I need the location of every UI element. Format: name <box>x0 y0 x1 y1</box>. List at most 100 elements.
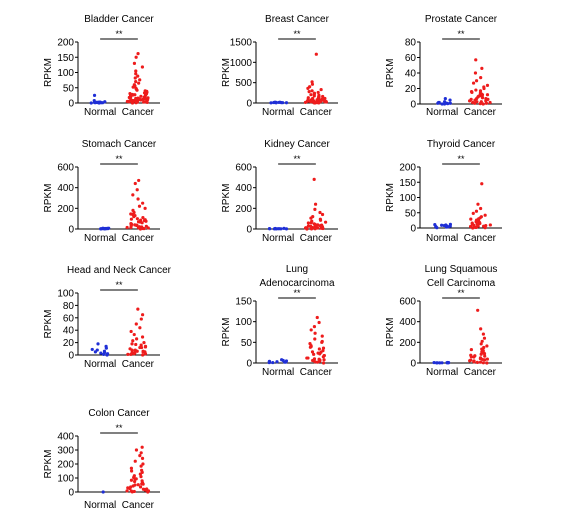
cancer-point <box>138 78 142 82</box>
y-tick-label: 200 <box>399 338 416 349</box>
x-tick-label-normal: Normal <box>262 107 294 118</box>
cancer-point <box>136 483 140 487</box>
cancer-point <box>482 86 486 91</box>
panel-title: Kidney Cancer <box>264 139 330 150</box>
cancer-point <box>479 327 483 331</box>
cancer-point <box>139 464 143 468</box>
cancer-point <box>143 352 148 356</box>
cancer-point <box>134 55 138 59</box>
cancer-point <box>312 177 316 181</box>
y-tick-label: 400 <box>399 317 416 328</box>
y-tick-label: 0 <box>68 225 74 236</box>
cancer-point <box>140 335 145 339</box>
cancer-point <box>320 334 324 338</box>
cancer-point <box>309 216 313 220</box>
normal-point <box>93 101 97 105</box>
y-axis-label: RPKM <box>43 310 54 339</box>
y-axis-label: RPKM <box>43 58 54 87</box>
y-tick-label: 50 <box>241 338 253 349</box>
cancer-point <box>322 358 326 362</box>
cancer-point <box>146 226 150 230</box>
y-tick-label: 150 <box>57 53 74 64</box>
cancer-point <box>471 81 476 85</box>
cancer-point <box>321 98 326 102</box>
panel-title: Lung Squamous <box>425 264 498 275</box>
cancer-point <box>321 361 326 365</box>
cancer-point <box>130 348 134 352</box>
cancer-point <box>131 484 135 488</box>
y-tick-label: 50 <box>63 83 75 94</box>
cancer-point <box>481 332 485 336</box>
y-tick-label: 400 <box>57 183 74 194</box>
cancer-point <box>127 95 131 100</box>
cancer-point <box>476 202 480 206</box>
y-tick-label: 100 <box>57 474 74 485</box>
cancer-point <box>133 223 137 227</box>
cancer-point <box>478 360 483 364</box>
cancer-point <box>133 459 137 463</box>
cancer-point <box>138 326 142 330</box>
panel-title: Adenocarcinoma <box>259 278 334 289</box>
x-tick-label-normal: Normal <box>84 233 116 244</box>
cancer-point <box>144 219 148 223</box>
cancer-point <box>134 80 138 84</box>
significance-label: ** <box>457 29 465 39</box>
cancer-point <box>313 227 317 231</box>
cancer-point <box>485 93 490 97</box>
normal-point <box>440 102 444 106</box>
cancer-point <box>134 72 138 76</box>
cancer-point <box>473 354 477 358</box>
normal-point <box>275 360 279 364</box>
cancer-point <box>142 226 146 231</box>
cancer-point <box>140 445 144 449</box>
cancer-point <box>133 479 137 484</box>
panel-title: Bladder Cancer <box>84 14 154 25</box>
cancer-point <box>481 361 485 365</box>
cancer-point <box>141 313 145 317</box>
cancer-point <box>480 93 484 98</box>
cancer-point <box>134 69 138 73</box>
cancer-point <box>133 476 137 481</box>
y-tick-label: 200 <box>235 204 252 215</box>
x-tick-label-normal: Normal <box>426 233 458 244</box>
cancer-point <box>313 224 317 228</box>
cancer-point <box>135 188 139 192</box>
cancer-point <box>474 88 478 92</box>
normal-point <box>90 347 94 352</box>
cancer-point <box>310 80 314 84</box>
y-tick-label: 20 <box>405 84 417 95</box>
normal-point <box>105 353 109 357</box>
x-tick-label-cancer: Cancer <box>464 107 497 118</box>
normal-point <box>284 227 289 231</box>
cancer-point <box>309 221 313 225</box>
normal-point <box>435 361 439 365</box>
y-tick-label: 100 <box>57 68 74 79</box>
cancer-point <box>129 469 134 473</box>
cancer-point <box>132 61 137 65</box>
cancer-point <box>309 344 313 349</box>
cancer-point <box>483 354 487 358</box>
cancer-point <box>129 478 134 482</box>
cancer-point <box>480 66 484 70</box>
cancer-point <box>479 76 483 80</box>
cancer-point <box>310 82 315 86</box>
cancer-point <box>323 220 328 224</box>
normal-point <box>284 101 289 105</box>
cancer-point <box>479 342 483 346</box>
cancer-point <box>134 322 138 326</box>
y-axis-label: RPKM <box>221 184 232 213</box>
normal-point <box>442 102 447 106</box>
x-tick-label-cancer: Cancer <box>122 107 155 118</box>
cancer-point <box>130 101 135 105</box>
cancer-point <box>139 94 143 98</box>
y-tick-label: 200 <box>57 204 74 215</box>
x-tick-label-normal: Normal <box>262 233 294 244</box>
cancer-point <box>315 315 319 320</box>
significance-label: ** <box>457 154 465 164</box>
x-tick-label-cancer: Cancer <box>122 233 155 244</box>
panel-title: Thyroid Cancer <box>427 139 496 150</box>
cancer-point <box>135 217 139 221</box>
